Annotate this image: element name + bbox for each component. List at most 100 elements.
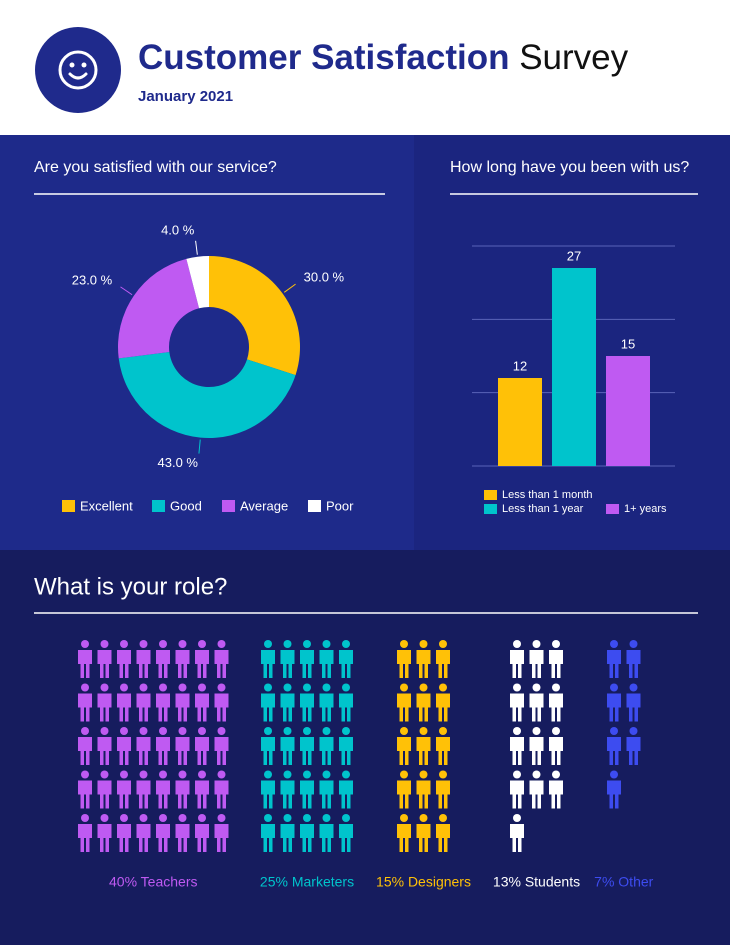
data-label: 15 bbox=[621, 336, 635, 351]
icon-body bbox=[416, 693, 431, 722]
person-icon bbox=[339, 727, 353, 765]
person-icon bbox=[136, 683, 151, 722]
icon-body bbox=[136, 650, 151, 678]
person-icon bbox=[78, 683, 92, 722]
person-icon bbox=[175, 727, 190, 765]
person-icon bbox=[436, 770, 450, 809]
icon-body bbox=[549, 780, 563, 809]
icon-body bbox=[175, 737, 190, 765]
legend-swatch bbox=[222, 500, 235, 512]
icon-body bbox=[436, 737, 450, 765]
person-icon bbox=[156, 770, 170, 809]
icon-head bbox=[159, 683, 167, 692]
person-icon bbox=[195, 814, 209, 852]
person-icon bbox=[416, 683, 431, 722]
icon-body bbox=[529, 650, 544, 678]
person-icon bbox=[97, 640, 112, 678]
icon-body bbox=[319, 693, 334, 722]
icon-head bbox=[629, 727, 638, 735]
icon-body bbox=[416, 780, 431, 809]
person-icon bbox=[117, 683, 131, 722]
legend-swatch bbox=[62, 500, 75, 512]
icon-head bbox=[303, 640, 311, 648]
icon-head bbox=[159, 727, 167, 735]
icon-head bbox=[283, 640, 292, 648]
icon-head bbox=[610, 727, 618, 735]
person-icon bbox=[280, 770, 295, 809]
icon-body bbox=[319, 650, 334, 678]
person-icon bbox=[397, 727, 411, 765]
person-icon bbox=[397, 683, 411, 722]
person-icon bbox=[510, 814, 524, 852]
icon-head bbox=[120, 640, 128, 648]
icon-body bbox=[436, 693, 450, 722]
icon-head bbox=[322, 814, 331, 822]
icon-body bbox=[300, 824, 314, 852]
icon-head bbox=[303, 683, 311, 692]
icon-head bbox=[139, 814, 148, 822]
pie-slice bbox=[186, 256, 209, 309]
icon-body bbox=[280, 824, 295, 852]
icon-body bbox=[261, 650, 275, 678]
person-icon bbox=[117, 814, 131, 852]
icon-head bbox=[100, 683, 109, 692]
person-icon bbox=[214, 770, 229, 809]
person-icon bbox=[78, 814, 92, 852]
icon-body bbox=[156, 780, 170, 809]
icon-head bbox=[342, 814, 350, 822]
person-icon bbox=[339, 814, 353, 852]
category-label: 15% Designers bbox=[376, 874, 471, 890]
icon-head bbox=[217, 814, 226, 822]
person-icon bbox=[300, 640, 314, 678]
person-icon bbox=[416, 814, 431, 852]
icon-head bbox=[513, 770, 521, 779]
subtitle: January 2021 bbox=[138, 88, 233, 105]
icon-head bbox=[532, 683, 541, 692]
person-icon bbox=[175, 814, 190, 852]
person-icon bbox=[280, 727, 295, 765]
person-icon bbox=[510, 727, 524, 765]
person-icon bbox=[280, 640, 295, 678]
icon-body bbox=[510, 824, 524, 852]
icon-head bbox=[159, 640, 167, 648]
icon-body bbox=[339, 650, 353, 678]
person-icon bbox=[214, 814, 229, 852]
icon-body bbox=[397, 824, 411, 852]
icon-body bbox=[175, 693, 190, 722]
person-icon bbox=[626, 727, 641, 765]
data-label: 12 bbox=[513, 358, 527, 373]
icon-body bbox=[261, 780, 275, 809]
person-icon bbox=[136, 727, 151, 765]
icon-head bbox=[419, 770, 428, 779]
person-icon bbox=[397, 770, 411, 809]
icon-head bbox=[139, 683, 148, 692]
icon-head bbox=[439, 683, 447, 692]
icon-head bbox=[178, 683, 187, 692]
icon-head bbox=[400, 683, 408, 692]
icon-body bbox=[626, 650, 641, 678]
icon-head bbox=[81, 683, 89, 692]
icon-body bbox=[607, 693, 621, 722]
icon-body bbox=[626, 693, 641, 722]
person-icon bbox=[529, 770, 544, 809]
person-icon bbox=[607, 640, 621, 678]
icon-head bbox=[100, 814, 109, 822]
section-title: What is your role? bbox=[34, 573, 227, 600]
icon-body bbox=[300, 737, 314, 765]
person-icon bbox=[117, 640, 131, 678]
person-icon bbox=[195, 640, 209, 678]
icon-body bbox=[510, 780, 524, 809]
icon-head bbox=[400, 814, 408, 822]
person-icon bbox=[214, 640, 229, 678]
icon-body bbox=[97, 650, 112, 678]
icon-body bbox=[117, 824, 131, 852]
icon-body bbox=[175, 780, 190, 809]
person-icon bbox=[436, 640, 450, 678]
person-icon bbox=[300, 814, 314, 852]
icon-body bbox=[397, 780, 411, 809]
person-icon bbox=[510, 770, 524, 809]
person-icon bbox=[510, 683, 524, 722]
bar bbox=[606, 356, 650, 466]
